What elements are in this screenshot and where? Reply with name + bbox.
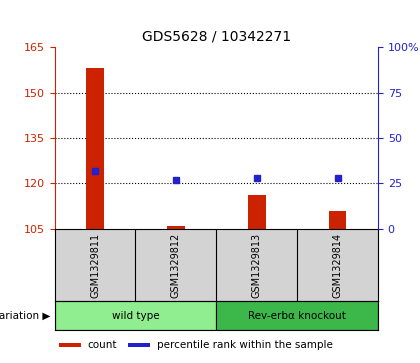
Text: count: count <box>88 340 117 350</box>
Text: GSM1329812: GSM1329812 <box>171 232 181 298</box>
Text: genotype/variation ▶: genotype/variation ▶ <box>0 311 50 321</box>
Bar <box>59 343 81 347</box>
Bar <box>128 343 150 347</box>
Title: GDS5628 / 10342271: GDS5628 / 10342271 <box>142 29 291 43</box>
Bar <box>216 301 378 330</box>
Bar <box>55 301 216 330</box>
Bar <box>167 226 185 229</box>
Text: wild type: wild type <box>112 311 159 321</box>
Bar <box>329 211 346 229</box>
Text: percentile rank within the sample: percentile rank within the sample <box>157 340 333 350</box>
Bar <box>86 68 104 229</box>
Text: Rev-erbα knockout: Rev-erbα knockout <box>248 311 346 321</box>
Text: GSM1329814: GSM1329814 <box>333 232 343 298</box>
Text: GSM1329813: GSM1329813 <box>252 232 262 298</box>
Text: GSM1329811: GSM1329811 <box>90 232 100 298</box>
Bar <box>248 195 265 229</box>
